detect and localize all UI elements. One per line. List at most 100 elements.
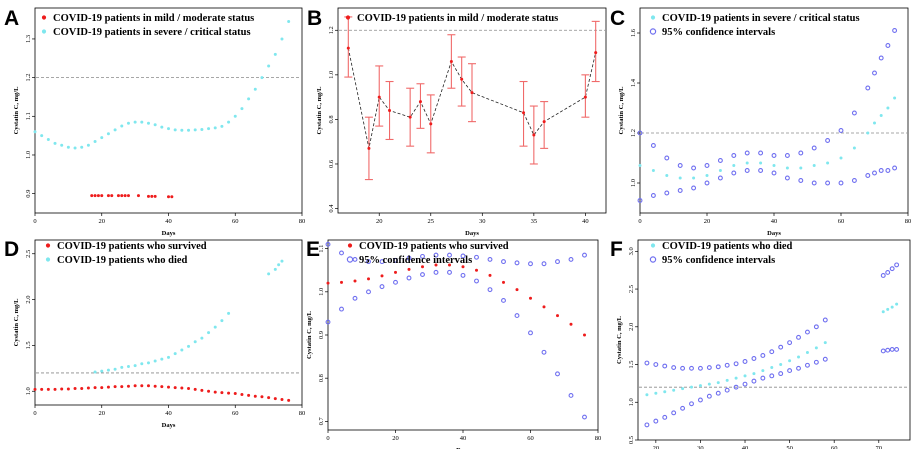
data-point — [704, 163, 710, 168]
data-point — [731, 170, 737, 176]
data-point — [678, 176, 682, 180]
x-tick-label: 40 — [165, 410, 172, 417]
data-point — [167, 355, 170, 359]
y-tick-label: 0.9 — [25, 190, 32, 198]
data-point — [187, 387, 191, 390]
data-point — [880, 273, 886, 278]
data-point — [260, 395, 264, 399]
data-point — [878, 168, 884, 173]
data-point — [136, 194, 140, 198]
series-severe — [93, 259, 284, 374]
data-point — [671, 365, 677, 370]
data-point — [474, 278, 479, 284]
data-point — [784, 175, 790, 181]
data-point — [769, 373, 775, 379]
y-tick-label: 2.5 — [628, 285, 635, 293]
legend: COVID-19 patients in mild / moderate sta… — [345, 13, 558, 24]
data-point — [93, 139, 97, 143]
data-point — [812, 164, 816, 167]
data-point — [487, 287, 493, 293]
data-point — [353, 279, 357, 283]
x-tick-label: 40 — [165, 218, 172, 225]
data-point — [253, 394, 257, 398]
data-point — [126, 194, 130, 198]
data-point — [340, 280, 343, 284]
data-point — [813, 359, 819, 365]
data-point — [583, 95, 587, 99]
data-point — [53, 141, 57, 145]
data-point — [66, 145, 70, 149]
data-point — [528, 261, 533, 267]
data-point — [805, 350, 809, 354]
data-point — [433, 252, 439, 258]
x-tick-label: 60 — [838, 218, 845, 225]
data-point — [894, 262, 900, 268]
data-point — [866, 131, 870, 135]
x-tick-label: 20 — [392, 435, 399, 442]
data-point — [771, 170, 777, 176]
data-point — [113, 128, 117, 132]
data-point — [448, 263, 451, 267]
data-point — [892, 28, 898, 33]
data-point — [724, 387, 730, 393]
data-point — [644, 422, 650, 428]
panel-c: C 0 20 40 60 80 1.0 1.2 1.4 1.6 Days Cystatin C, mg… — [610, 7, 911, 237]
data-point — [752, 372, 756, 376]
data-point — [879, 114, 883, 117]
plot-frame — [637, 239, 911, 441]
data-point — [213, 325, 217, 329]
data-point — [267, 396, 271, 400]
series-mild — [33, 384, 291, 402]
data-point — [582, 414, 587, 420]
legend: COVID-19 patients who survived 95% confid… — [346, 241, 509, 266]
data-point — [100, 386, 104, 390]
data-point — [379, 284, 385, 290]
data-point — [662, 363, 668, 369]
data-point — [167, 127, 170, 131]
data-point — [759, 161, 763, 165]
data-point — [811, 180, 817, 186]
data-point — [447, 252, 452, 258]
data-point — [706, 365, 712, 370]
data-point — [664, 155, 670, 161]
x-tick-label: 80 — [299, 218, 306, 225]
data-point — [698, 384, 702, 388]
data-point — [406, 275, 412, 281]
data-point — [672, 388, 676, 392]
data-point — [758, 150, 764, 156]
y-tick-label: 2.5 — [25, 250, 32, 258]
data-point — [220, 124, 224, 128]
data-point — [106, 194, 110, 198]
data-point — [106, 132, 110, 136]
data-point — [393, 279, 398, 285]
data-point — [664, 190, 670, 196]
data-point — [797, 355, 801, 359]
legend: COVID-19 patients who survived COVID-19 p… — [45, 241, 207, 266]
data-point — [153, 194, 157, 198]
data-point — [555, 259, 560, 265]
plot-frame — [337, 7, 607, 214]
data-point — [838, 180, 844, 186]
data-point — [207, 331, 211, 335]
legend-marker — [346, 256, 354, 263]
data-point — [651, 169, 655, 172]
data-point — [637, 198, 643, 203]
y-axis-title: Cystatin C, mg/L — [618, 86, 625, 135]
data-point — [227, 391, 231, 395]
data-point — [133, 120, 137, 124]
data-point — [851, 178, 857, 183]
data-point — [367, 277, 370, 281]
data-point — [822, 317, 828, 323]
data-point — [187, 128, 191, 132]
data-point — [717, 175, 723, 181]
data-point — [697, 397, 703, 403]
data-point — [751, 378, 757, 384]
data-point — [93, 194, 97, 198]
data-point — [881, 310, 885, 314]
data-point — [93, 370, 97, 374]
x-axis-title: Days — [162, 422, 176, 429]
data-point — [146, 194, 150, 198]
data-point — [180, 128, 184, 132]
data-point — [569, 322, 573, 326]
data-point — [823, 341, 827, 345]
